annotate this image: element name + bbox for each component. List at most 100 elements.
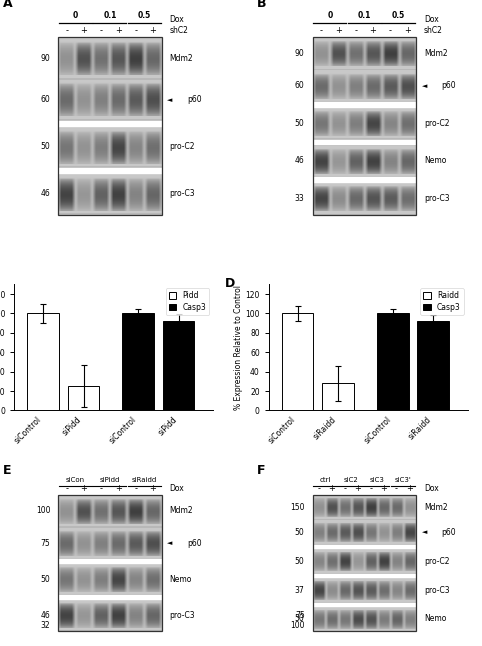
Text: -: - bbox=[134, 26, 137, 35]
Text: F: F bbox=[257, 464, 266, 477]
Bar bbox=[312, 70, 416, 101]
Text: siRaidd: siRaidd bbox=[132, 477, 157, 483]
Text: D: D bbox=[225, 277, 235, 290]
Text: +: + bbox=[406, 484, 413, 494]
Text: +: + bbox=[80, 484, 87, 494]
Bar bbox=[312, 495, 416, 631]
Text: -: - bbox=[388, 26, 391, 35]
Bar bbox=[58, 80, 161, 120]
Bar bbox=[312, 495, 416, 519]
Text: 0.5: 0.5 bbox=[392, 10, 405, 19]
Bar bbox=[312, 37, 416, 214]
Bar bbox=[312, 146, 416, 176]
Bar bbox=[312, 108, 416, 138]
Bar bbox=[312, 578, 416, 601]
Text: Nemo: Nemo bbox=[424, 156, 446, 165]
Text: +: + bbox=[328, 484, 335, 494]
Text: 50: 50 bbox=[40, 575, 50, 584]
Bar bbox=[58, 174, 161, 213]
Text: Nemo: Nemo bbox=[424, 614, 446, 623]
Y-axis label: % Expression Relative to Control: % Expression Relative to Control bbox=[233, 285, 242, 410]
Text: 50: 50 bbox=[295, 557, 305, 566]
Text: -: - bbox=[65, 26, 68, 35]
Text: 75: 75 bbox=[295, 611, 305, 620]
Text: -: - bbox=[318, 484, 321, 494]
Text: 90: 90 bbox=[295, 49, 305, 58]
Text: -: - bbox=[369, 484, 372, 494]
Bar bbox=[58, 495, 161, 631]
Text: ◄: ◄ bbox=[422, 529, 427, 535]
Bar bbox=[312, 521, 416, 544]
Text: -: - bbox=[134, 484, 137, 494]
Legend: Raidd, Casp3: Raidd, Casp3 bbox=[420, 288, 464, 315]
Text: p60: p60 bbox=[187, 539, 202, 548]
Text: pro-C2: pro-C2 bbox=[170, 142, 195, 151]
Text: 46: 46 bbox=[295, 156, 305, 165]
Bar bbox=[58, 495, 161, 631]
Text: pro-C3: pro-C3 bbox=[424, 194, 449, 203]
Text: 0.1: 0.1 bbox=[103, 10, 117, 19]
Bar bbox=[312, 38, 416, 68]
Text: B: B bbox=[257, 0, 267, 10]
Bar bbox=[58, 496, 161, 526]
Bar bbox=[322, 383, 354, 410]
Text: Dox: Dox bbox=[424, 15, 439, 24]
Text: Dox: Dox bbox=[424, 484, 439, 494]
Text: siC2: siC2 bbox=[344, 477, 359, 483]
Text: +: + bbox=[404, 26, 411, 35]
Text: Mdm2: Mdm2 bbox=[170, 506, 193, 516]
Bar bbox=[312, 495, 416, 631]
Bar bbox=[312, 607, 416, 630]
Text: -: - bbox=[65, 484, 68, 494]
Bar bbox=[417, 321, 449, 410]
Text: +: + bbox=[335, 26, 342, 35]
Bar bbox=[58, 564, 161, 594]
Bar bbox=[377, 313, 409, 410]
Text: +: + bbox=[354, 484, 361, 494]
Text: -: - bbox=[100, 484, 103, 494]
Text: +: + bbox=[149, 484, 156, 494]
Text: 37: 37 bbox=[295, 585, 305, 594]
Text: ◄: ◄ bbox=[167, 540, 173, 546]
Text: 75: 75 bbox=[40, 539, 50, 548]
Text: siC3': siC3' bbox=[395, 477, 411, 483]
Text: +: + bbox=[115, 26, 122, 35]
Text: 33: 33 bbox=[295, 194, 305, 203]
Bar bbox=[282, 313, 313, 410]
Bar bbox=[312, 549, 416, 573]
Text: siPidd: siPidd bbox=[100, 477, 120, 483]
Bar bbox=[27, 313, 59, 410]
Bar bbox=[122, 313, 154, 410]
Text: -: - bbox=[320, 26, 322, 35]
Text: 0: 0 bbox=[327, 10, 333, 19]
Text: 32: 32 bbox=[40, 621, 50, 630]
Text: -: - bbox=[100, 26, 103, 35]
Bar bbox=[312, 183, 416, 214]
Text: 100: 100 bbox=[36, 506, 50, 516]
Text: 50: 50 bbox=[295, 119, 305, 128]
Text: pro-C3: pro-C3 bbox=[170, 189, 195, 198]
Text: 50: 50 bbox=[40, 142, 50, 151]
Text: Mdm2: Mdm2 bbox=[424, 503, 447, 512]
Text: 60: 60 bbox=[295, 81, 305, 90]
Text: 100: 100 bbox=[290, 621, 305, 630]
Text: p60: p60 bbox=[187, 95, 202, 104]
Text: E: E bbox=[2, 464, 11, 477]
Text: ◄: ◄ bbox=[422, 83, 427, 89]
Bar bbox=[58, 37, 161, 214]
Text: -: - bbox=[354, 26, 357, 35]
Text: A: A bbox=[2, 0, 12, 10]
Text: Nemo: Nemo bbox=[170, 575, 192, 584]
Text: pro-C2: pro-C2 bbox=[424, 119, 449, 128]
Text: 46: 46 bbox=[40, 611, 50, 620]
Bar bbox=[312, 37, 416, 214]
Text: 46: 46 bbox=[40, 189, 50, 198]
Bar bbox=[68, 386, 99, 410]
Text: 0: 0 bbox=[73, 10, 78, 19]
Text: Dox: Dox bbox=[170, 15, 184, 24]
Text: +: + bbox=[369, 26, 376, 35]
Text: pro-C3: pro-C3 bbox=[424, 585, 449, 594]
Text: shC2: shC2 bbox=[170, 26, 188, 35]
Text: -: - bbox=[395, 484, 398, 494]
Bar bbox=[58, 528, 161, 558]
